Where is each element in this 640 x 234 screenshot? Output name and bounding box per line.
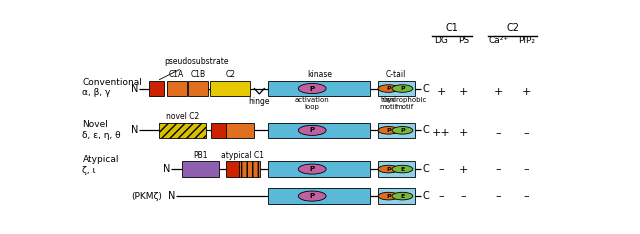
Text: hydrophobic
motif: hydrophobic motif — [383, 97, 427, 110]
Circle shape — [298, 84, 326, 94]
Text: C: C — [422, 84, 429, 94]
Text: E: E — [400, 167, 404, 172]
Bar — [269, 188, 370, 204]
Text: P: P — [386, 86, 391, 91]
Text: +: + — [522, 87, 531, 97]
Bar — [269, 81, 370, 96]
Text: Conventional
α, β, γ: Conventional α, β, γ — [83, 78, 142, 97]
Text: kinase: kinase — [307, 70, 332, 79]
Text: +: + — [493, 87, 503, 97]
Text: Ca²⁺: Ca²⁺ — [488, 36, 508, 45]
Circle shape — [298, 125, 326, 135]
Text: P: P — [400, 86, 404, 91]
Text: C2: C2 — [225, 70, 236, 79]
Circle shape — [378, 192, 399, 200]
Text: C2: C2 — [506, 23, 519, 33]
Circle shape — [378, 85, 399, 92]
Text: Atypical
ζ, ι: Atypical ζ, ι — [83, 155, 119, 175]
Text: PS: PS — [458, 36, 469, 45]
Text: PB1: PB1 — [193, 151, 207, 160]
Text: (PKMζ): (PKMζ) — [131, 192, 162, 201]
Text: +: + — [459, 165, 468, 175]
Text: –: – — [438, 192, 444, 201]
Bar — [378, 81, 415, 96]
Text: N: N — [131, 125, 138, 135]
Bar — [211, 123, 227, 138]
Circle shape — [378, 127, 399, 134]
Text: +: + — [436, 87, 446, 97]
Text: turn
motif: turn motif — [380, 97, 397, 110]
Text: PIP₂: PIP₂ — [518, 36, 535, 45]
Text: P: P — [400, 128, 404, 133]
Text: –: – — [438, 165, 444, 175]
Text: –: – — [524, 192, 529, 201]
Text: –: – — [495, 165, 501, 175]
Bar — [378, 188, 415, 204]
Text: +: + — [459, 128, 468, 139]
Text: atypical C1: atypical C1 — [221, 151, 264, 160]
Text: –: – — [495, 192, 501, 201]
Text: P: P — [386, 128, 391, 133]
Text: –: – — [495, 128, 501, 139]
Text: P: P — [310, 166, 315, 172]
Bar — [227, 123, 253, 138]
Bar — [211, 81, 250, 96]
Bar — [227, 161, 239, 177]
Text: C1B: C1B — [191, 70, 205, 79]
Circle shape — [392, 85, 413, 92]
Circle shape — [392, 127, 413, 134]
Circle shape — [392, 165, 413, 173]
Text: E: E — [400, 194, 404, 199]
Text: –: – — [461, 192, 466, 201]
Bar — [269, 161, 370, 177]
Bar — [378, 123, 415, 138]
Text: P: P — [310, 86, 315, 91]
Text: Novel
δ, ε, η, θ: Novel δ, ε, η, θ — [83, 120, 121, 140]
Bar — [159, 123, 207, 138]
Text: DG: DG — [434, 36, 448, 45]
Text: –: – — [524, 165, 529, 175]
Bar — [378, 161, 415, 177]
Text: P: P — [386, 167, 391, 172]
Circle shape — [392, 192, 413, 200]
Text: C1A: C1A — [169, 70, 184, 79]
Text: P: P — [310, 193, 315, 199]
Text: pseudosubstrate: pseudosubstrate — [159, 57, 229, 80]
Text: C: C — [422, 125, 429, 135]
Text: –: – — [524, 128, 529, 139]
Text: C: C — [422, 164, 429, 174]
Text: C1: C1 — [445, 23, 458, 33]
Text: hinge: hinge — [248, 97, 270, 106]
Text: N: N — [131, 84, 138, 94]
Text: novel C2: novel C2 — [166, 112, 200, 121]
Text: ++: ++ — [432, 128, 451, 139]
Text: C-tail: C-tail — [386, 70, 406, 79]
Circle shape — [378, 165, 399, 173]
Text: N: N — [168, 191, 175, 201]
Text: C: C — [422, 191, 429, 201]
Bar — [188, 81, 208, 96]
Text: activation
loop: activation loop — [295, 97, 330, 110]
Bar — [150, 81, 164, 96]
Text: P: P — [386, 194, 391, 199]
Bar — [269, 123, 370, 138]
Bar — [239, 161, 260, 177]
Text: P: P — [310, 127, 315, 133]
Bar — [182, 161, 219, 177]
Circle shape — [298, 164, 326, 174]
Circle shape — [298, 191, 326, 201]
Text: N: N — [163, 164, 170, 174]
Bar — [167, 81, 187, 96]
Text: +: + — [459, 87, 468, 97]
